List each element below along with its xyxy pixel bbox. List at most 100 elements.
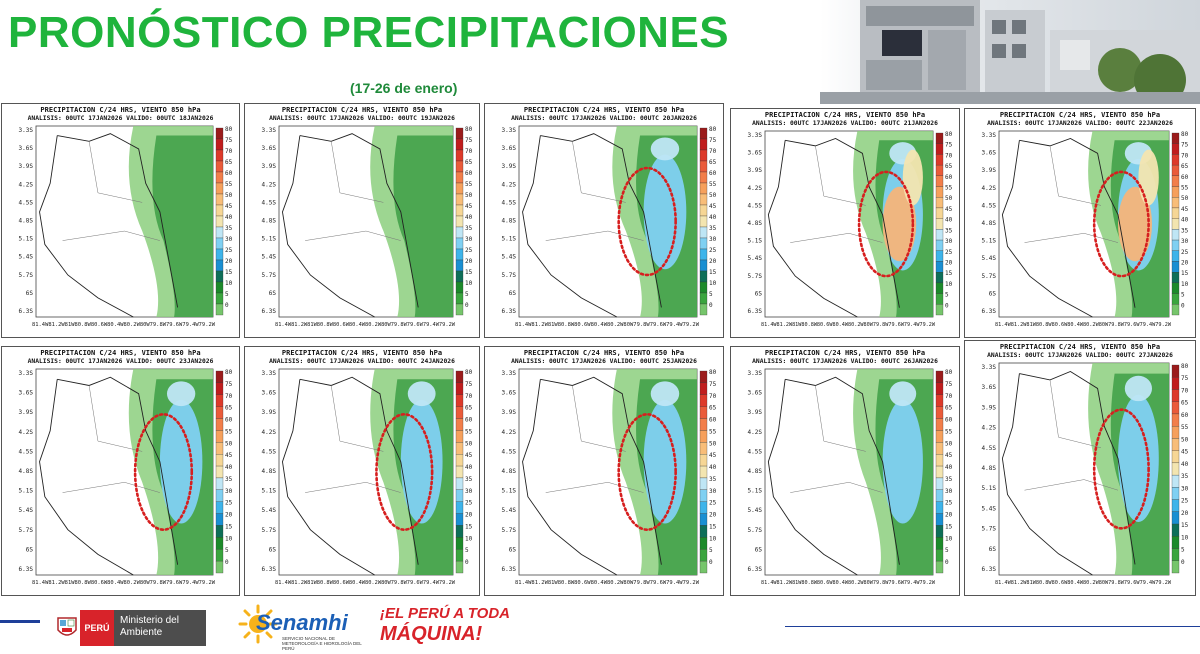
y-tick-label: 5.7S (502, 527, 517, 534)
colorbar-label: 5 (225, 547, 229, 554)
panel-valid-time: ANALISIS: 00UTC 17JAN2026 VALIDO: 00UTC … (511, 115, 697, 122)
colorbar-swatch (699, 182, 708, 195)
colorbar-swatch (215, 226, 224, 239)
colorbar-label: 5 (709, 291, 713, 298)
colorbar-swatch (215, 513, 224, 526)
y-tick-label: 4.2S (502, 181, 517, 188)
forecast-panel-10: PRECIPITACION C/24 HRS, VIENTO 850 hPa AN… (964, 340, 1196, 596)
colorbar-label: 45 (225, 203, 233, 210)
colorbar-swatch (215, 248, 224, 261)
panel-valid-time: ANALISIS: 00UTC 17JAN2026 VALIDO: 00UTC … (752, 120, 938, 127)
y-tick-label: 4.2S (19, 429, 34, 436)
y-tick-label: 6.3S (982, 308, 997, 315)
y-tick-label: 6.3S (748, 308, 763, 315)
precipitation-map: 3.3S 3.6S 3.9S 4.2S 4.5S 4.8S 5.1S 5.4S 5.7S 6S 6.… (262, 125, 473, 328)
colorbar-label: 55 (225, 181, 233, 188)
y-tick-label: 3.9S (19, 409, 34, 416)
senamhi-wordmark: Senamhi (256, 610, 348, 635)
colorbar-swatch (455, 215, 464, 228)
colorbar-swatch (935, 293, 944, 305)
y-tick-label: 3.9S (19, 163, 34, 170)
colorbar-label: 55 (709, 181, 717, 188)
colorbar-label: 75 (709, 381, 717, 388)
colorbar-label: 55 (465, 181, 473, 188)
colorbar-swatch (1171, 450, 1180, 464)
peru-label: PERÚ (80, 610, 114, 646)
colorbar-swatch (215, 465, 224, 479)
colorbar-label: 40 (945, 464, 953, 471)
colorbar-label: 80 (465, 369, 473, 376)
y-tick-label: 3.6S (982, 384, 997, 391)
y-tick-label: 6.3S (502, 308, 517, 315)
precipitation-map: 3.3S 3.6S 3.9S 4.2S 4.5S 4.8S 5.1S 5.4S 5.7S 6S 6.… (748, 368, 953, 586)
y-tick-label: 4.5S (502, 199, 517, 206)
colorbar-label: 30 (225, 488, 233, 495)
colorbar-swatch (455, 489, 464, 502)
precipitation-map: 3.3S 3.6S 3.9S 4.2S 4.5S 4.8S 5.1S 5.4S 5.7S 6S 6.… (748, 130, 953, 328)
colorbar-label: 70 (225, 148, 233, 155)
colorbar-label: 50 (225, 440, 233, 447)
colorbar-label: 10 (465, 280, 473, 287)
colorbar-swatch (215, 127, 224, 140)
y-tick-label: 6.3S (19, 308, 34, 315)
colorbar-label: 5 (465, 547, 469, 554)
colorbar-label: 20 (225, 258, 233, 265)
y-tick-label: 5.7S (748, 273, 763, 280)
colorbar-swatch (935, 430, 944, 443)
y-tick-label: 3.6S (262, 390, 277, 397)
y-tick-label: 3.3S (19, 127, 34, 134)
highlight-ellipse (617, 166, 677, 277)
colorbar-label: 20 (945, 512, 953, 519)
highlight-ellipse (617, 413, 677, 531)
footer-divider-line (785, 626, 1200, 627)
y-tick-label: 5.7S (262, 272, 277, 279)
colorbar-swatch (215, 442, 224, 455)
y-tick-label: 3.6S (748, 150, 763, 157)
colorbar-label: 45 (1181, 206, 1189, 213)
colorbar-label: 0 (945, 559, 949, 566)
y-tick-label: 3.6S (748, 390, 763, 397)
forecast-panel-7: PRECIPITACION C/24 HRS, VIENTO 850 hPa AN… (244, 346, 480, 596)
colorbar-swatch (699, 454, 708, 467)
colorbar-swatch (215, 237, 224, 250)
y-tick-label: 5.1S (502, 236, 517, 243)
colorbar-swatch (215, 292, 224, 305)
ministerio-label: Ministerio del Ambiente (114, 610, 206, 646)
y-tick-label: 4.8S (262, 468, 277, 475)
precipitation-map: 3.3S 3.6S 3.9S 4.2S 4.5S 4.8S 5.1S 5.4S 5.7S 6S 6.… (982, 362, 1189, 586)
precipitation-map: 3.3S 3.6S 3.9S 4.2S 4.5S 4.8S 5.1S 5.4S 5.7S 6S 6.… (19, 368, 233, 586)
colorbar-label: 80 (1181, 131, 1189, 138)
precipitation-map: 3.3S 3.6S 3.9S 4.2S 4.5S 4.8S 5.1S 5.4S 5.7S 6S 6.… (262, 368, 473, 586)
forecast-panel-9: PRECIPITACION C/24 HRS, VIENTO 850 hPa AN… (730, 346, 960, 596)
y-tick-label: 6S (755, 290, 763, 297)
colorbar-label: 65 (709, 159, 717, 166)
colorbar-label: 5 (1181, 547, 1185, 554)
y-tick-label: 3.9S (748, 167, 763, 174)
colorbar-swatch (215, 370, 224, 384)
colorbar-swatch (1171, 207, 1180, 219)
colorbar-label: 50 (709, 192, 717, 199)
colorbar-label: 10 (465, 535, 473, 542)
colorbar-swatch (215, 418, 224, 431)
y-tick-label: 5.4S (262, 254, 277, 261)
colorbar-swatch (215, 270, 224, 283)
colorbar-label: 70 (465, 393, 473, 400)
colorbar-swatch (935, 229, 944, 241)
colorbar-label: 15 (225, 523, 233, 530)
colorbar-swatch (455, 370, 464, 384)
y-tick-label: 4.2S (502, 429, 517, 436)
colorbar-label: 15 (1181, 270, 1189, 277)
colorbar-label: 15 (465, 523, 473, 530)
colorbar-label: 0 (465, 302, 469, 309)
colorbar-swatch (935, 154, 944, 166)
colorbar-swatch (1171, 462, 1180, 476)
colorbar-label: 10 (1181, 281, 1189, 288)
y-tick-label: 5.7S (19, 272, 34, 279)
colorbar-swatch (699, 406, 708, 419)
colorbar-swatch (215, 149, 224, 162)
forecast-panel-1: PRECIPITACION C/24 HRS, VIENTO 850 hPa AN… (1, 103, 240, 338)
y-tick-label: 5.7S (982, 273, 997, 280)
colorbar-swatch (455, 513, 464, 526)
colorbar-swatch (215, 215, 224, 228)
panel-title: PRECIPITACION C/24 HRS, VIENTO 850 hPa (40, 349, 201, 357)
